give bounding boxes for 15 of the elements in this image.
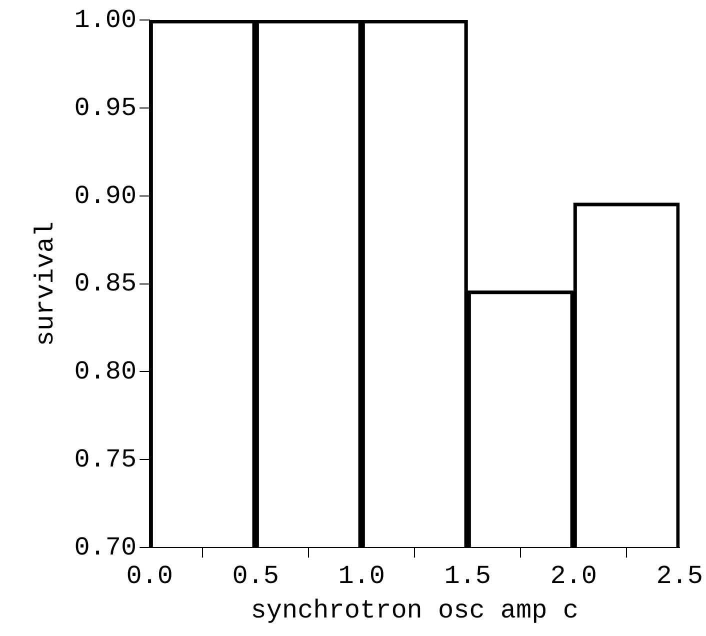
x-tick-label: 1.0 (338, 561, 386, 592)
x-tick-label: 0.5 (232, 561, 280, 592)
x-tick-label: 2.0 (550, 561, 598, 592)
y-tick-label: 1.00 (74, 4, 137, 35)
x-tick-label: 1.5 (444, 561, 492, 592)
x-axis-title: synchrotron osc amp c (250, 595, 578, 626)
x-tick-label: 0.0 (126, 561, 174, 592)
y-axis-title: survival (30, 221, 60, 346)
y-tick-label: 0.75 (74, 444, 137, 475)
y-tick-label: 0.95 (74, 92, 137, 123)
y-tick-label: 0.80 (74, 356, 137, 387)
y-tick-label: 0.90 (74, 180, 137, 211)
y-tick-label: 0.70 (74, 532, 137, 562)
x-tick-label: 2.5 (656, 561, 703, 592)
y-tick-label: 0.85 (74, 268, 137, 299)
